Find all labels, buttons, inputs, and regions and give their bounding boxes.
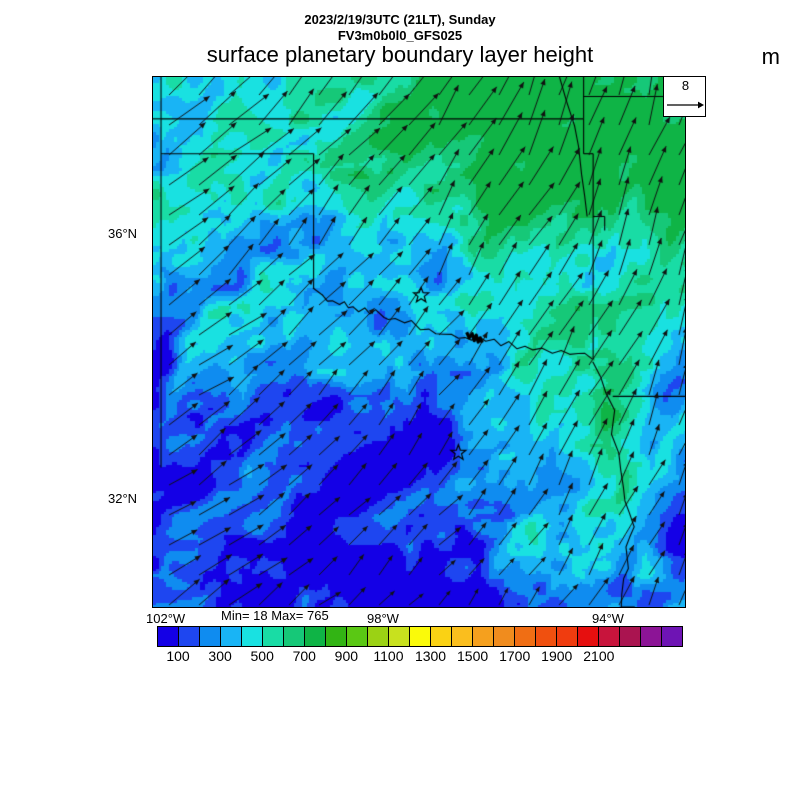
colorbar-tick: 500 bbox=[250, 648, 274, 664]
lon-tick-94w: 94°W bbox=[592, 611, 624, 626]
unit-label: m bbox=[761, 44, 780, 69]
arrow-right-icon bbox=[667, 101, 704, 109]
colorbar-cell bbox=[536, 627, 557, 646]
title-model-id: FV3m0b0l0_GFS025 bbox=[337, 28, 463, 43]
colorbar-cell bbox=[578, 627, 599, 646]
colorbar-cell bbox=[473, 627, 494, 646]
colorbar-cell bbox=[242, 627, 263, 646]
colorbar-tick: 900 bbox=[334, 648, 359, 664]
colorbar-cell bbox=[284, 627, 305, 646]
page-title: surface planetary boundary layer height bbox=[206, 42, 594, 67]
colorbar-cell bbox=[515, 627, 536, 646]
colorbar-cell bbox=[452, 627, 473, 646]
colorbar-tick: 100 bbox=[166, 648, 190, 664]
colorbar-cell bbox=[389, 627, 410, 646]
colorbar-cell bbox=[347, 627, 368, 646]
colorbar-cell bbox=[263, 627, 284, 646]
min-max-readout: Min= 18 Max= 765 bbox=[221, 608, 329, 623]
wind-vector-key-value: 8 bbox=[681, 78, 690, 93]
colorbar-tick: 700 bbox=[292, 648, 316, 664]
colorbar-cell bbox=[599, 627, 620, 646]
map-plot-area[interactable] bbox=[152, 76, 686, 608]
lon-tick-102w: 102°W bbox=[146, 611, 186, 626]
colorbar-cell bbox=[326, 627, 347, 646]
colorbar-tick: 300 bbox=[208, 648, 232, 664]
colorbar-cell bbox=[158, 627, 179, 646]
colorbar-cell bbox=[221, 627, 242, 646]
lon-tick-98w: 98°W bbox=[367, 611, 399, 626]
colorbar-cell bbox=[662, 627, 682, 646]
colorbar-cell bbox=[557, 627, 578, 646]
wind-vector-key: 8 bbox=[663, 76, 706, 117]
colorbar-cell bbox=[179, 627, 200, 646]
colorbar-tick: 1500 bbox=[457, 648, 489, 664]
colorbar-tick: 1900 bbox=[541, 648, 573, 664]
colorbar-tick: 2100 bbox=[583, 648, 615, 664]
colorbar-cell bbox=[368, 627, 389, 646]
colorbar-cell bbox=[200, 627, 221, 646]
colorbar-tick-labels: 100 300 500 700 900 1100 1300 1500 1700 1900 2100 bbox=[157, 648, 683, 668]
colorbar-tick: 1300 bbox=[414, 648, 447, 664]
title-datetime: 2023/2/19/3UTC (21LT), Sunday bbox=[304, 12, 496, 27]
colorbar-cell bbox=[431, 627, 452, 646]
colorbar-cell bbox=[494, 627, 515, 646]
colorbar bbox=[157, 626, 683, 647]
colorbar-cell bbox=[305, 627, 326, 646]
lat-tick-32n: 32°N bbox=[108, 491, 138, 506]
colorbar-tick: 1100 bbox=[373, 648, 404, 664]
lat-tick-36n: 36°N bbox=[108, 226, 138, 241]
colorbar-cell bbox=[620, 627, 641, 646]
colorbar-cell bbox=[641, 627, 662, 646]
colorbar-tick: 1700 bbox=[499, 648, 531, 664]
wind-vector-overlay bbox=[153, 77, 685, 607]
colorbar-cell bbox=[410, 627, 431, 646]
